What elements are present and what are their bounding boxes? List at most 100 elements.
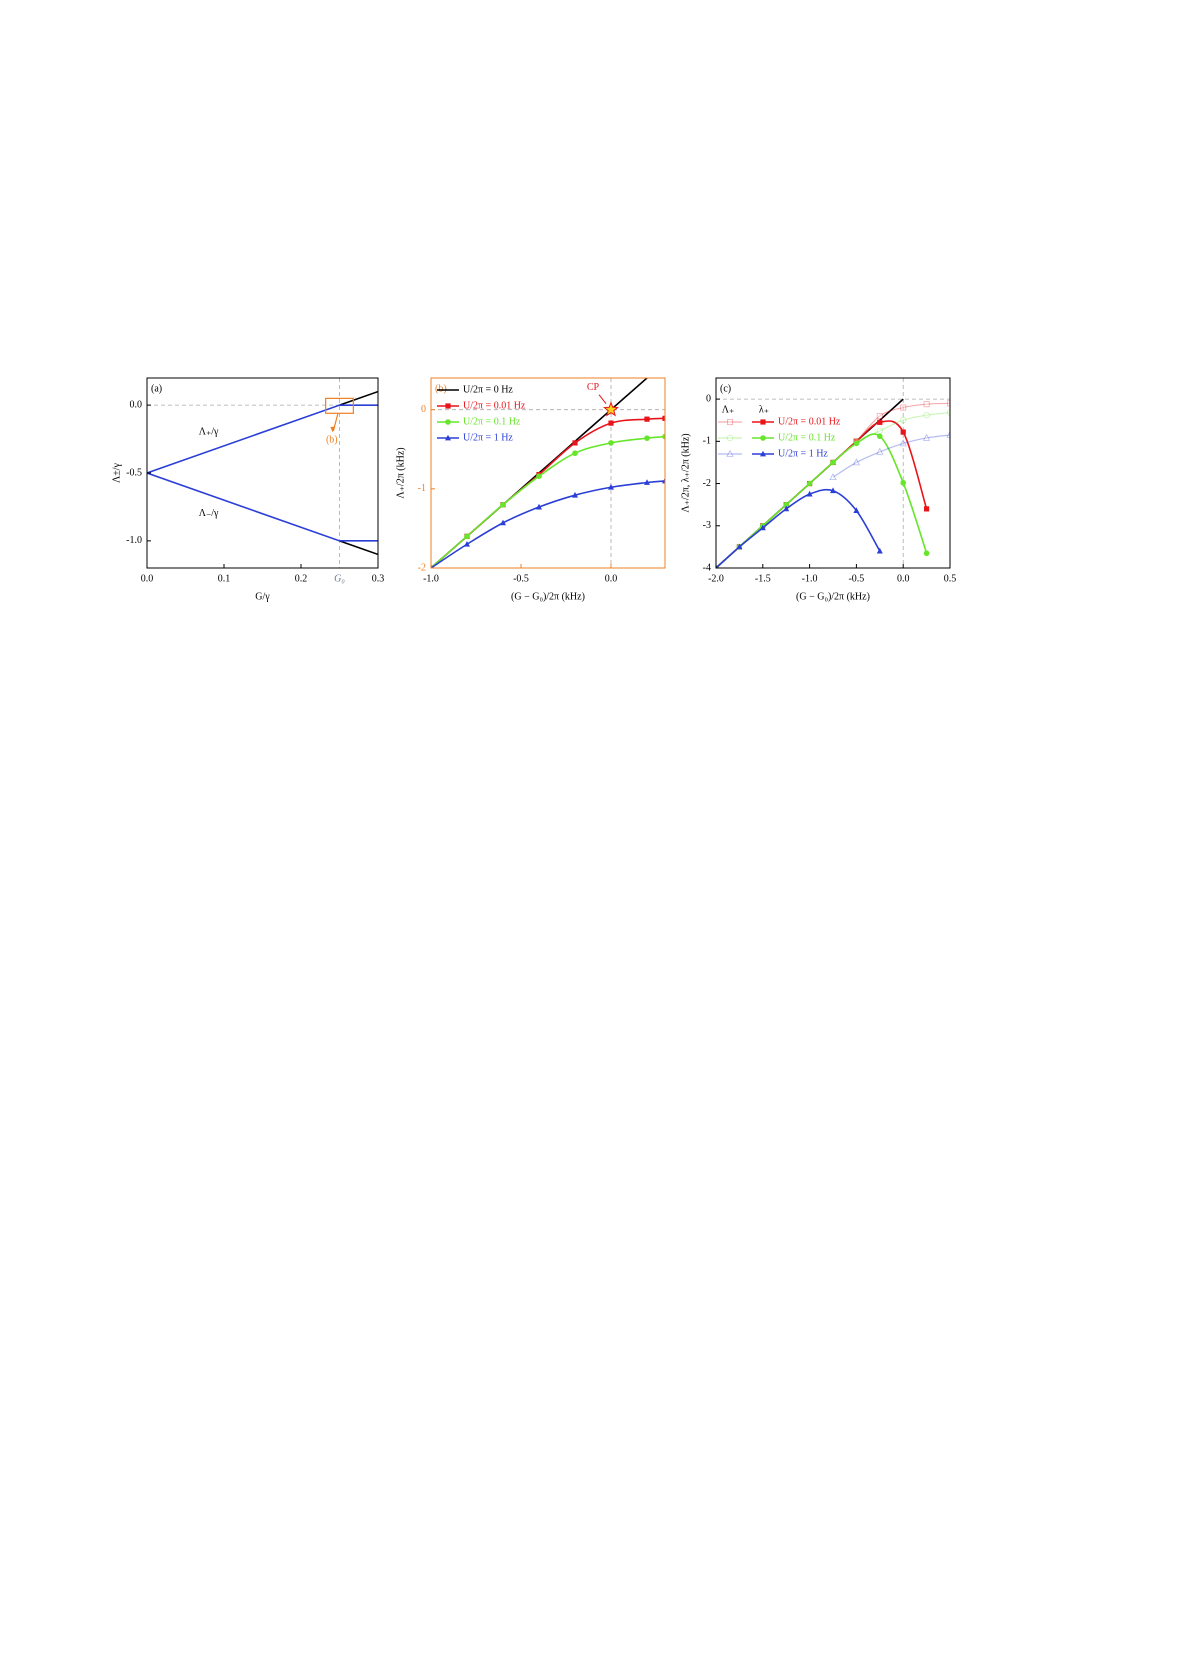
marker — [783, 501, 789, 508]
faint-line — [855, 402, 950, 442]
marker — [876, 412, 883, 419]
x-tick-label: 0.5 — [944, 573, 957, 584]
legend-label: U/2π = 0.01 Hz — [463, 400, 526, 411]
marker — [876, 547, 883, 554]
marker — [736, 543, 743, 550]
marker — [900, 417, 907, 424]
marker — [536, 503, 542, 510]
marker — [500, 519, 506, 526]
marker — [876, 447, 884, 455]
x-tick-label: 0.0 — [897, 573, 910, 584]
marker — [783, 505, 790, 512]
marker — [445, 434, 451, 441]
x-axis-title: (G − G₀)/2π (kHz) — [511, 591, 585, 602]
series-line — [339, 540, 378, 556]
x-axis-title: (G − G₀)/2π (kHz) — [796, 591, 870, 602]
x-tick-label: -0.5 — [848, 573, 864, 584]
y-tick-label: -3 — [703, 520, 711, 531]
plot-frame — [146, 377, 379, 569]
g0-label: G₀ — [334, 573, 345, 584]
marker — [924, 506, 930, 512]
x-tick-label: -0.5 — [513, 573, 529, 584]
series-line — [716, 488, 881, 568]
panel-label: (b) — [435, 383, 447, 394]
marker — [726, 449, 734, 457]
marker — [536, 473, 542, 479]
series-line — [339, 390, 378, 406]
marker — [830, 487, 836, 494]
series-line — [431, 480, 665, 568]
y-tick-label: -2 — [703, 478, 711, 489]
marker — [806, 490, 813, 497]
x-tick-label: 0.1 — [218, 573, 231, 584]
critical-point-star — [603, 401, 619, 417]
marker — [923, 411, 930, 419]
legend-label: U/2π = 1 Hz — [463, 432, 513, 443]
y-tick-label: -0.5 — [126, 467, 142, 478]
marker — [900, 479, 906, 486]
panel-label: (c) — [720, 383, 731, 394]
series-line — [147, 404, 378, 474]
x-tick-label: 0.0 — [605, 573, 618, 584]
marker — [445, 403, 451, 409]
legend-label: U/2π = 0.01 Hz — [778, 416, 841, 427]
marker — [900, 429, 906, 435]
legend-label: U/2π = 0 Hz — [463, 384, 513, 395]
marker — [852, 458, 861, 466]
legend-header: λ₊ — [759, 404, 769, 415]
marker — [662, 477, 665, 484]
marker — [853, 507, 860, 513]
marker — [572, 491, 578, 498]
y-tick-label: 0 — [421, 404, 426, 415]
marker — [947, 400, 950, 407]
legend-label: U/2π = 1 Hz — [778, 448, 828, 459]
marker — [759, 524, 766, 531]
marker — [500, 501, 506, 508]
marker — [608, 420, 614, 426]
faint-line — [832, 434, 950, 478]
y-tick-label: -4 — [703, 562, 711, 573]
legend-header: Λ₊ — [722, 404, 735, 415]
marker — [572, 450, 578, 457]
cp-label: CP — [587, 382, 600, 393]
annotation: Λ₊/γ — [199, 427, 219, 438]
y-axis-title: Λ₊/2π (kHz) — [395, 447, 406, 498]
marker — [464, 533, 470, 540]
y-axis-title: Λ±/γ — [111, 462, 122, 483]
marker — [853, 440, 860, 447]
y-tick-label: -1 — [418, 483, 426, 494]
marker — [806, 480, 813, 487]
y-tick-label: -2 — [418, 562, 426, 573]
marker — [644, 479, 650, 485]
plot-frame — [430, 377, 666, 569]
series-line — [147, 472, 378, 542]
marker — [608, 483, 614, 490]
plot-area — [716, 378, 950, 568]
marker — [608, 440, 614, 446]
y-axis-title: Λ₊/2π, λ₊/2π (kHz) — [680, 433, 691, 512]
y-tick-label: 0 — [706, 393, 711, 404]
plot-area — [147, 378, 378, 568]
marker — [644, 435, 650, 441]
y-tick-label: -1.0 — [126, 535, 142, 546]
marker — [922, 433, 931, 441]
marker — [900, 404, 907, 411]
marker — [572, 440, 578, 446]
legend-label: U/2π = 0.1 Hz — [778, 432, 836, 443]
marker — [946, 409, 950, 416]
y-tick-label: 0.0 — [130, 399, 143, 410]
marker — [923, 550, 930, 557]
x-tick-label: 0.0 — [141, 573, 154, 584]
marker — [760, 435, 766, 441]
marker — [946, 430, 950, 438]
marker — [829, 473, 837, 481]
annotation: (b) — [326, 435, 338, 446]
x-tick-label: -1.0 — [423, 573, 439, 584]
marker — [662, 415, 665, 421]
marker — [830, 459, 836, 466]
marker — [726, 434, 734, 442]
cp-arrow — [598, 394, 607, 404]
marker — [877, 433, 883, 440]
